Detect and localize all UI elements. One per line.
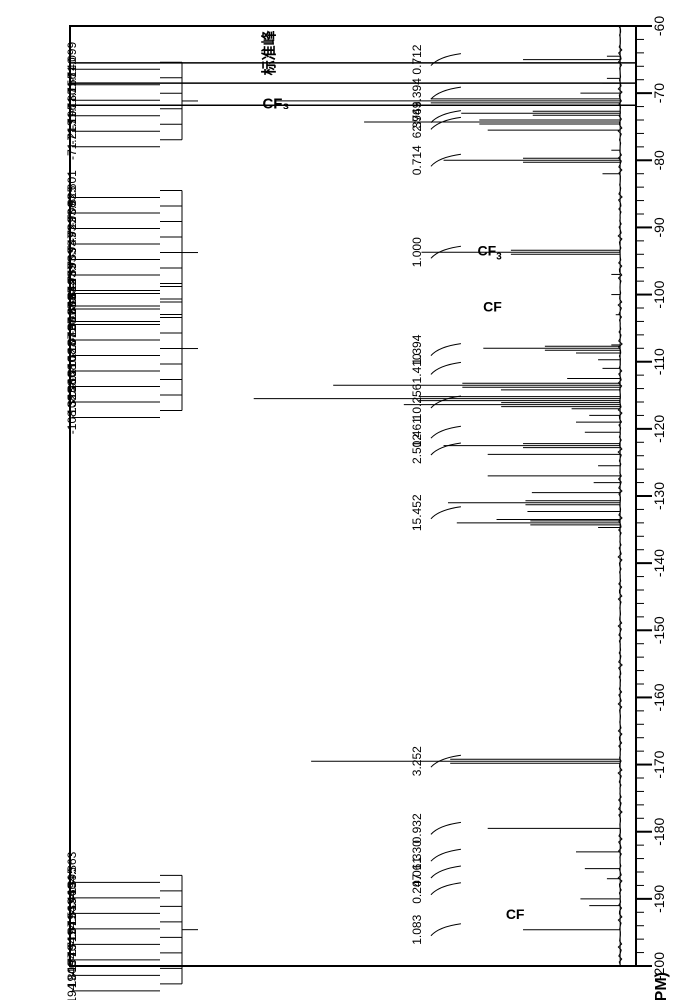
svg-text:1.410: 1.410 [410, 353, 424, 383]
svg-text:-80: -80 [651, 150, 667, 170]
svg-text:-100: -100 [651, 280, 667, 308]
svg-text:-140: -140 [651, 549, 667, 577]
svg-text:6.394: 6.394 [410, 108, 424, 138]
svg-text:-130: -130 [651, 482, 667, 510]
svg-text:标准峰: 标准峰 [260, 29, 278, 76]
svg-text:-194.809: -194.809 [65, 960, 79, 1000]
svg-text:15.452: 15.452 [410, 494, 424, 531]
svg-text:CF: CF [506, 906, 525, 922]
svg-text:-190: -190 [651, 885, 667, 913]
svg-text:-120: -120 [651, 415, 667, 443]
svg-text:0.714: 0.714 [410, 145, 424, 175]
svg-text:1.000: 1.000 [410, 237, 424, 267]
svg-text:0.932: 0.932 [410, 813, 424, 843]
svg-text:-110: -110 [651, 348, 667, 375]
svg-text:3.252: 3.252 [410, 746, 424, 776]
svg-text:CF: CF [483, 298, 502, 314]
svg-text:-90: -90 [651, 217, 667, 237]
svg-text:0.712: 0.712 [410, 44, 424, 74]
svg-text:2.502: 2.502 [410, 434, 424, 464]
svg-text:-71.213: -71.213 [65, 119, 79, 160]
svg-text:-160: -160 [651, 683, 667, 711]
svg-text:-180: -180 [651, 817, 667, 845]
svg-text:0.247: 0.247 [410, 873, 424, 903]
svg-text:-60: -60 [651, 16, 667, 36]
svg-text:-108.323: -108.323 [65, 387, 79, 435]
svg-text:-170: -170 [651, 750, 667, 778]
svg-text:(PPM): (PPM) [653, 972, 670, 1000]
svg-text:1.083: 1.083 [410, 914, 424, 944]
svg-text:CF₃: CF₃ [262, 96, 289, 113]
svg-text:-150: -150 [651, 616, 667, 644]
svg-text:10.256: 10.256 [410, 383, 424, 420]
svg-text:-70: -70 [651, 83, 667, 103]
svg-text:CF3: CF3 [478, 243, 503, 263]
